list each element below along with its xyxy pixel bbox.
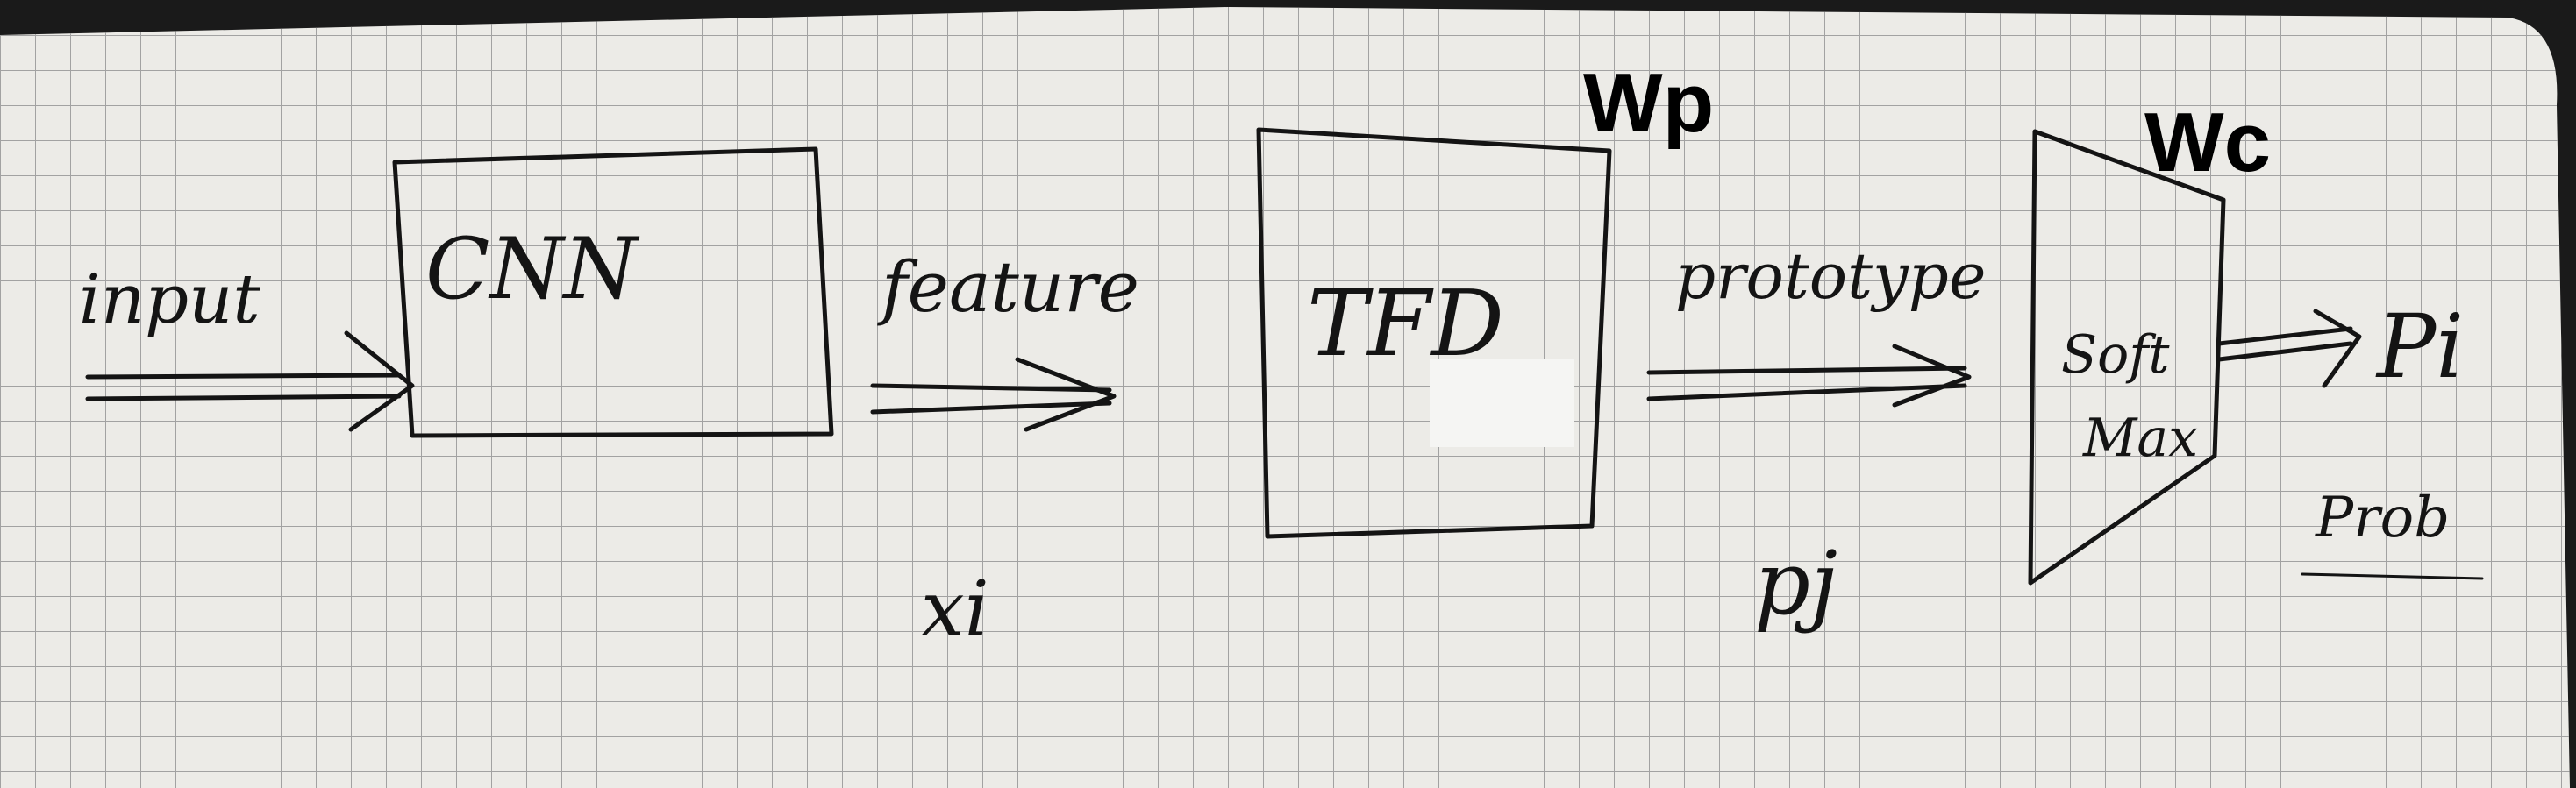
feature-arrow	[870, 357, 1117, 432]
cnn-label: CNN	[425, 220, 639, 318]
input-arrow	[85, 330, 415, 432]
prototype-arrow	[1646, 344, 1972, 408]
paper-patch	[1430, 359, 1574, 447]
feature-symbol: xi	[921, 564, 989, 654]
tfd-box	[1256, 127, 1612, 539]
cnn-box	[392, 146, 834, 438]
prototype-label: prototype	[1675, 239, 1986, 313]
output-label-underline	[2301, 572, 2484, 580]
softmax-label-line2: Max	[2082, 408, 2198, 469]
output-arrow	[2216, 309, 2362, 388]
input-label: input	[79, 260, 260, 339]
softmax-weight-label: Wc	[2144, 96, 2271, 189]
tfd-weight-label: Wp	[1583, 56, 1714, 150]
softmax-label-line1: Soft	[2061, 324, 2170, 386]
grid-paper	[0, 7, 2570, 788]
output-label: Prob	[2315, 486, 2450, 550]
tfd-label: TFD	[1307, 270, 1504, 377]
feature-label: feature	[877, 246, 1139, 328]
output-symbol: Pi	[2375, 295, 2464, 398]
prototype-symbol: pj	[1754, 532, 1837, 635]
softmax-box	[2028, 129, 2226, 586]
